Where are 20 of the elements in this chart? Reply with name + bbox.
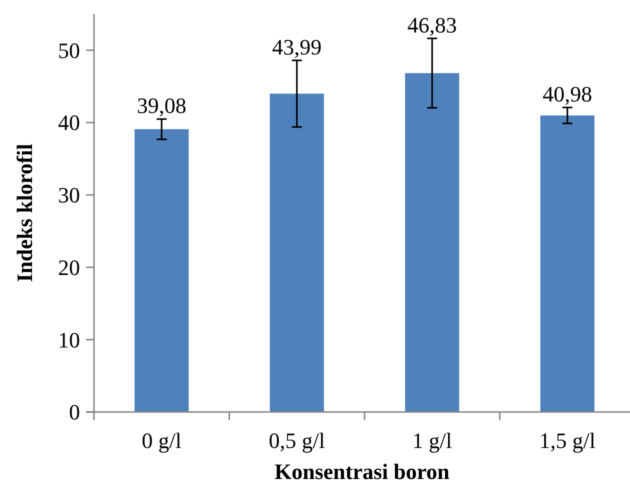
bar: [270, 94, 324, 412]
data-label: 39,08: [136, 93, 186, 118]
x-tick-label: 0,5 g/l: [268, 428, 325, 453]
y-tick-label: 0: [69, 400, 80, 425]
y-tick-label: 30: [58, 182, 80, 208]
x-axis-title: Konsentrasi boron: [274, 459, 450, 484]
y-tick-label: 20: [58, 254, 80, 280]
y-axis-title: Indeks klorofil: [12, 144, 37, 282]
data-label: 46,83: [407, 12, 457, 38]
data-label: 43,99: [272, 34, 322, 60]
bar: [540, 115, 594, 412]
x-tick-label: 0 g/l: [142, 428, 182, 453]
y-tick-label: 10: [58, 327, 80, 352]
bar: [405, 73, 460, 412]
data-label: 40,98: [542, 81, 592, 106]
bar: [134, 129, 189, 412]
y-tick-label: 50: [58, 38, 80, 63]
x-tick-label: 1 g/l: [412, 428, 452, 453]
x-tick-label: 1,5 g/l: [539, 428, 596, 453]
y-tick-label: 40: [58, 110, 80, 136]
